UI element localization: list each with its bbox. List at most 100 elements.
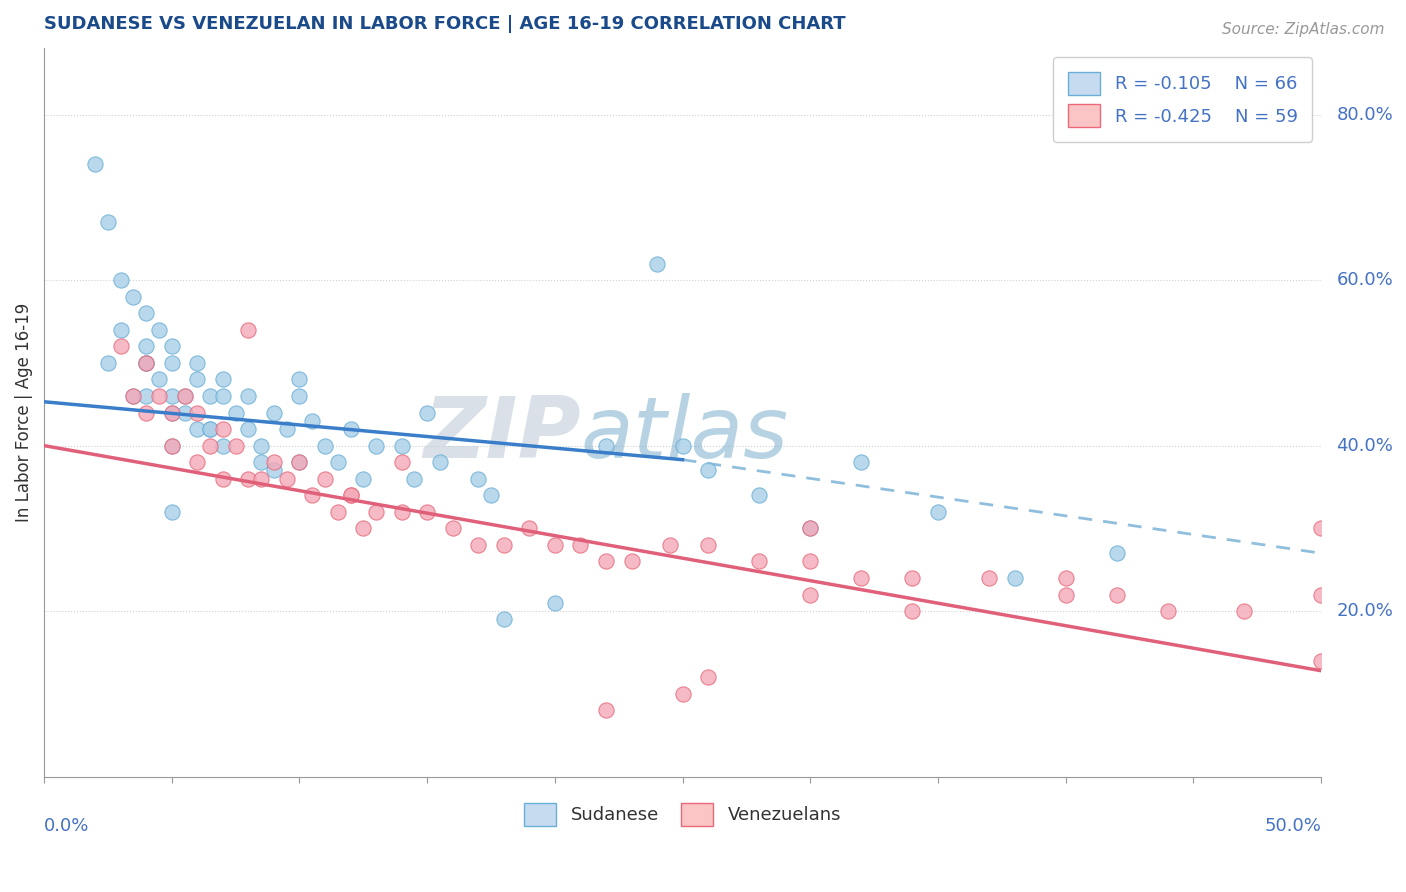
Point xyxy=(901,571,924,585)
Point xyxy=(479,488,502,502)
Point xyxy=(1233,604,1256,618)
Point xyxy=(173,389,195,403)
Point xyxy=(212,372,235,386)
Point xyxy=(748,488,770,502)
Point xyxy=(212,472,235,486)
Y-axis label: In Labor Force | Age 16-19: In Labor Force | Age 16-19 xyxy=(15,303,32,522)
Point xyxy=(851,571,873,585)
Point xyxy=(799,521,821,535)
Point xyxy=(225,405,247,419)
Point xyxy=(404,472,426,486)
Point xyxy=(977,571,1000,585)
Point xyxy=(198,389,221,403)
Point xyxy=(288,455,311,469)
Point xyxy=(366,505,388,519)
Point xyxy=(671,439,693,453)
Point xyxy=(186,356,208,370)
Point xyxy=(1054,571,1077,585)
Point xyxy=(186,372,208,386)
Point xyxy=(595,554,617,568)
Point xyxy=(799,554,821,568)
Legend: Sudanese, Venezuelans: Sudanese, Venezuelans xyxy=(517,796,848,833)
Point xyxy=(84,157,107,171)
Point xyxy=(314,472,336,486)
Point xyxy=(173,389,195,403)
Point xyxy=(198,422,221,436)
Point xyxy=(160,405,183,419)
Text: 80.0%: 80.0% xyxy=(1336,105,1393,124)
Point xyxy=(276,422,298,436)
Point xyxy=(391,439,413,453)
Point xyxy=(339,488,361,502)
Point xyxy=(595,439,617,453)
Point xyxy=(927,505,949,519)
Point xyxy=(110,339,132,353)
Point xyxy=(135,389,157,403)
Point xyxy=(366,439,388,453)
Point xyxy=(517,521,540,535)
Point xyxy=(645,257,668,271)
Point xyxy=(391,505,413,519)
Point xyxy=(250,472,273,486)
Point xyxy=(799,521,821,535)
Point xyxy=(263,405,285,419)
Point xyxy=(1310,521,1333,535)
Text: 50.0%: 50.0% xyxy=(1264,817,1322,835)
Point xyxy=(186,422,208,436)
Point xyxy=(238,422,260,436)
Point xyxy=(135,339,157,353)
Text: ZIP: ZIP xyxy=(423,392,581,475)
Point xyxy=(238,389,260,403)
Text: 60.0%: 60.0% xyxy=(1336,271,1393,289)
Point xyxy=(97,215,120,229)
Point xyxy=(339,488,361,502)
Point xyxy=(429,455,451,469)
Point xyxy=(697,463,720,477)
Point xyxy=(326,505,349,519)
Text: Source: ZipAtlas.com: Source: ZipAtlas.com xyxy=(1222,22,1385,37)
Point xyxy=(544,596,567,610)
Point xyxy=(314,439,336,453)
Point xyxy=(160,439,183,453)
Point xyxy=(198,422,221,436)
Point xyxy=(186,455,208,469)
Point xyxy=(1105,588,1128,602)
Point xyxy=(263,455,285,469)
Point xyxy=(416,405,439,419)
Point xyxy=(97,356,120,370)
Text: SUDANESE VS VENEZUELAN IN LABOR FORCE | AGE 16-19 CORRELATION CHART: SUDANESE VS VENEZUELAN IN LABOR FORCE | … xyxy=(44,15,846,33)
Point xyxy=(160,405,183,419)
Point xyxy=(135,356,157,370)
Point xyxy=(148,389,170,403)
Point xyxy=(492,612,515,626)
Point xyxy=(110,273,132,287)
Point xyxy=(658,538,681,552)
Point xyxy=(186,405,208,419)
Point xyxy=(339,422,361,436)
Point xyxy=(238,323,260,337)
Point xyxy=(276,472,298,486)
Point xyxy=(352,472,374,486)
Point xyxy=(697,538,720,552)
Point xyxy=(416,505,439,519)
Point xyxy=(544,538,567,552)
Point xyxy=(250,455,273,469)
Point xyxy=(135,306,157,320)
Point xyxy=(391,455,413,469)
Point xyxy=(492,538,515,552)
Point xyxy=(301,414,323,428)
Point xyxy=(250,439,273,453)
Point xyxy=(135,405,157,419)
Point xyxy=(160,505,183,519)
Point xyxy=(1310,654,1333,668)
Point xyxy=(1310,588,1333,602)
Point xyxy=(148,323,170,337)
Point xyxy=(135,356,157,370)
Point xyxy=(263,463,285,477)
Point xyxy=(748,554,770,568)
Point xyxy=(288,372,311,386)
Text: 20.0%: 20.0% xyxy=(1336,602,1393,620)
Point xyxy=(441,521,464,535)
Point xyxy=(160,339,183,353)
Point xyxy=(352,521,374,535)
